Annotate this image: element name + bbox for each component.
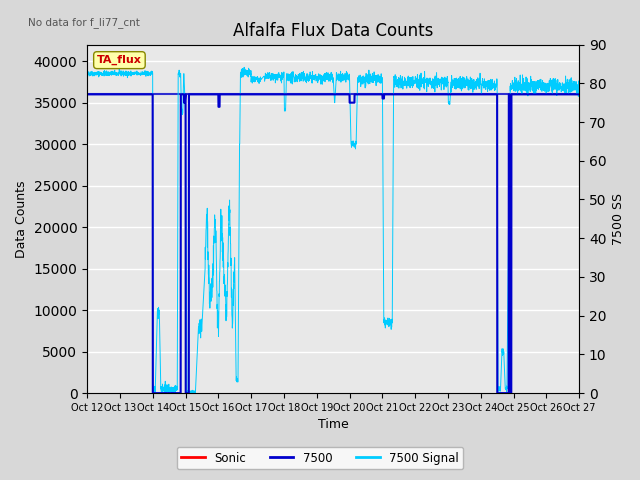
Text: TA_flux: TA_flux [97,55,142,65]
Legend: Sonic, 7500, 7500 Signal: Sonic, 7500, 7500 Signal [177,447,463,469]
Title: Alfalfa Flux Data Counts: Alfalfa Flux Data Counts [233,22,433,40]
Y-axis label: 7500 SS: 7500 SS [612,193,625,245]
X-axis label: Time: Time [317,419,349,432]
Y-axis label: Data Counts: Data Counts [15,180,28,258]
Text: No data for f_li77_cnt: No data for f_li77_cnt [28,17,140,27]
